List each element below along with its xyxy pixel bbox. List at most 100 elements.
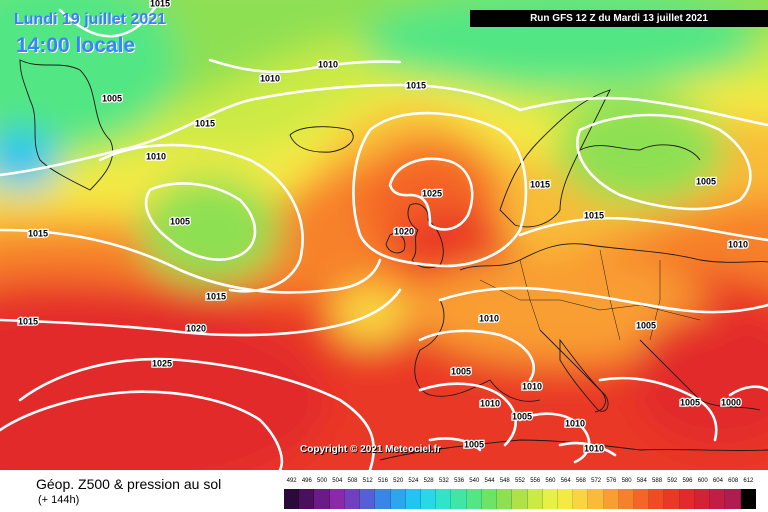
color-swatch [527, 489, 543, 509]
isobar-label: 1025 [422, 188, 442, 198]
color-scale-tick: 588 [652, 478, 663, 484]
isobar-label: 1025 [152, 358, 172, 368]
color-scale-tick: 520 [393, 478, 404, 484]
isobar-label: 1010 [479, 313, 499, 323]
isobar-label: 1010 [146, 151, 166, 161]
color-swatch [679, 489, 695, 509]
isobar-label: 1010 [318, 59, 338, 69]
isobar-label: 1020 [394, 226, 414, 236]
isobar-label: 1015 [195, 118, 215, 128]
isobar-label: 1000 [721, 397, 741, 407]
color-swatch [603, 489, 619, 509]
color-swatch [481, 489, 498, 509]
color-scale-tick: 504 [332, 478, 343, 484]
isobar-labels: 1015 1010 1010 1005 1015 1015 1010 1005 1025 1015… [17, 0, 750, 455]
color-swatch [284, 489, 300, 509]
color-swatch [710, 489, 726, 509]
color-scale-tick: 572 [591, 478, 602, 484]
isobar-label: 1010 [522, 381, 542, 391]
color-swatch [740, 489, 756, 509]
color-scale-tick: 564 [560, 478, 571, 484]
isobar-label: 1005 [636, 320, 656, 330]
color-scale-tick: 548 [499, 478, 510, 484]
color-scale-tick: 600 [697, 478, 708, 484]
color-scale-tick: 552 [514, 478, 526, 484]
color-swatch [299, 489, 315, 509]
color-scale-tick: 524 [408, 478, 419, 484]
color-scale-tick: 536 [454, 478, 465, 484]
color-scale-tick: 596 [682, 478, 693, 484]
isobar-label: 1005 [464, 439, 484, 449]
valid-date: Lundi 19 juillet 2021 [14, 11, 167, 28]
color-scale-tick: 592 [667, 478, 678, 484]
color-swatch [664, 489, 680, 509]
isobar-label: 1015 [18, 316, 38, 326]
isobar-label: 1010 [480, 398, 500, 408]
color-scale-tick: 540 [469, 478, 480, 484]
isobar-label: 1015 [28, 228, 48, 238]
color-swatch [451, 489, 467, 509]
color-scale-tick: 496 [301, 478, 312, 484]
color-scale-tick: 580 [621, 478, 632, 484]
color-scale-tick: 608 [728, 478, 739, 484]
coastlines [19, 59, 768, 461]
color-swatch [725, 489, 741, 509]
color-scale-tick: 604 [712, 478, 723, 484]
forecast-lead: (+ 144h) [38, 494, 80, 506]
color-swatch [420, 489, 437, 509]
color-swatch [542, 489, 558, 509]
copyright: Copyright © 2021 Meteociel.fr [300, 444, 441, 455]
isobar-label: 1020 [186, 323, 206, 333]
isobar-label: 1005 [680, 397, 700, 407]
color-swatch [314, 489, 330, 509]
isobar-label: 1010 [584, 443, 604, 453]
valid-local-time: 14:00 locale [16, 34, 136, 57]
color-swatch [360, 489, 376, 509]
color-swatch [405, 489, 421, 509]
isobar-label: 1010 [565, 418, 585, 428]
color-swatch [512, 489, 528, 509]
weather-map: 1015 1010 1010 1005 1015 1015 1010 1005 1025 1015… [0, 0, 768, 470]
color-swatch [634, 489, 650, 509]
color-swatch [375, 489, 391, 509]
isobar-label: 1015 [584, 210, 604, 220]
color-scale-tick: 576 [606, 478, 617, 484]
isobar-label: 1005 [451, 366, 471, 376]
color-scale-tick: 560 [545, 478, 556, 484]
color-scale-tick: 612 [743, 478, 754, 484]
color-scale-swatches [284, 489, 756, 509]
isobar-label: 1015 [150, 0, 170, 8]
color-swatch [573, 489, 589, 509]
isobar-label: 1005 [696, 176, 716, 186]
isobar-label: 1010 [728, 239, 748, 249]
color-swatch [390, 489, 406, 509]
legend-title: Géop. Z500 & pression au sol [36, 476, 222, 492]
isobar-label: 1015 [406, 80, 426, 90]
color-scale-tick: 556 [530, 478, 541, 484]
color-scale-tick: 512 [362, 478, 373, 484]
color-scale-tick: 508 [347, 478, 358, 484]
color-scale-tick: 532 [438, 478, 449, 484]
color-swatch [344, 489, 361, 509]
color-swatch [694, 489, 711, 509]
isobar-label: 1010 [260, 73, 280, 83]
color-swatch [436, 489, 452, 509]
color-swatch [618, 489, 635, 509]
isobar-label: 1005 [170, 216, 190, 226]
color-scale-tick: 528 [423, 478, 434, 484]
color-scale-tick: 500 [317, 478, 328, 484]
color-swatch [466, 489, 482, 509]
geopotential-field [0, 0, 768, 470]
isobar-label: 1005 [512, 411, 532, 421]
isobars [0, 0, 768, 470]
color-swatch [497, 489, 513, 509]
color-scale-tick: 544 [484, 478, 495, 484]
isobar-label: 1005 [102, 93, 122, 103]
color-scale-tick: 492 [286, 478, 297, 484]
color-swatch [557, 489, 574, 509]
color-scale-tick: 516 [377, 478, 388, 484]
color-swatch [329, 489, 345, 509]
isobar-label: 1015 [530, 179, 550, 189]
color-swatch [649, 489, 665, 509]
